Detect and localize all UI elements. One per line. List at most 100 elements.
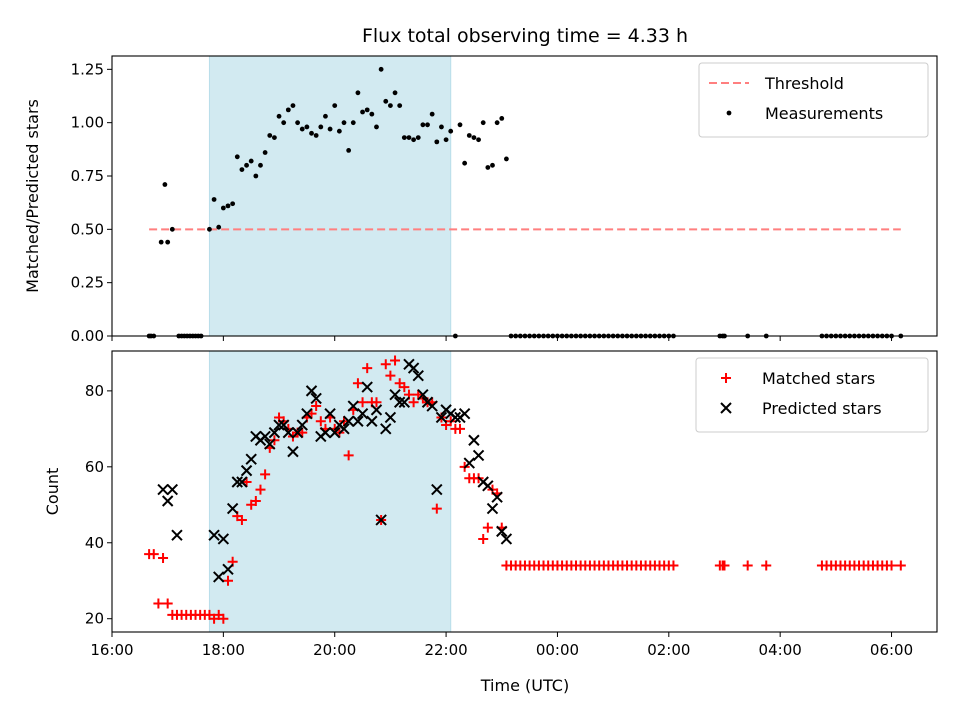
matched-star-point xyxy=(343,450,354,461)
x-tick-label: 06:00 xyxy=(870,641,913,659)
measurement-point xyxy=(480,120,486,126)
matched-star-point xyxy=(148,549,159,560)
matched-star-point xyxy=(315,416,326,427)
measurement-point xyxy=(244,162,249,168)
measurement-point xyxy=(401,135,407,141)
measurement-point xyxy=(332,103,338,108)
predicted-star-point xyxy=(342,415,355,427)
bottom-panel: 20 40 60 80 16:00 18:00 20:00 22:00 00:00 02:00 04… xyxy=(43,350,938,659)
measurement-point xyxy=(494,120,500,126)
matched-star-point xyxy=(162,598,173,609)
predicted-star-point xyxy=(273,419,285,431)
matched-star-point xyxy=(742,560,753,571)
predicted-star-point xyxy=(380,423,392,435)
measurement-point xyxy=(350,120,356,126)
measurement-point xyxy=(383,98,389,104)
matched-star-point xyxy=(250,495,261,506)
measurement-point xyxy=(457,122,463,128)
measurement-point xyxy=(262,150,268,155)
measurement-point xyxy=(295,120,301,126)
predicted-star-point xyxy=(282,426,295,439)
predicted-star-point xyxy=(296,419,308,431)
matched-star-point xyxy=(408,397,419,408)
measurement-point xyxy=(415,135,421,141)
y-tick-label: 40 xyxy=(85,534,104,552)
measurement-point xyxy=(369,111,375,117)
x-tick-label: 22:00 xyxy=(424,641,467,659)
predicted-star-point xyxy=(393,396,406,408)
predicted-star-point xyxy=(435,411,448,424)
measurement-point xyxy=(216,224,222,230)
predicted-star-point xyxy=(222,563,234,576)
measurement-point xyxy=(248,158,254,164)
predicted-star-point xyxy=(166,483,179,496)
measurement-point xyxy=(434,139,440,145)
predicted-star-point xyxy=(431,483,443,496)
y-tick-label: 0.25 xyxy=(71,274,104,292)
matched-star-point xyxy=(455,423,466,434)
measurement-point xyxy=(309,130,314,136)
measurement-point xyxy=(158,239,164,245)
predicted-star-point xyxy=(259,430,271,443)
legend-box xyxy=(698,62,929,138)
matched-star-point xyxy=(399,382,410,393)
predicted-star-point xyxy=(157,483,169,496)
matched-star-point xyxy=(390,355,401,366)
predicted-star-point xyxy=(217,533,230,545)
predicted-star-point xyxy=(417,388,429,401)
predicted-star-point xyxy=(236,476,248,488)
measurement-point xyxy=(406,135,412,141)
predicted-star-point xyxy=(208,529,220,541)
measurement-point xyxy=(169,226,175,232)
matched-star-point xyxy=(357,397,368,408)
measurement-point xyxy=(211,197,217,202)
predicted-star-point xyxy=(482,480,494,492)
measurement-point xyxy=(411,137,417,143)
y-tick-label: 1.00 xyxy=(71,114,104,132)
measurement-point xyxy=(239,167,245,173)
measurement-point xyxy=(313,133,319,138)
matched-star-point xyxy=(255,484,266,495)
measurement-point xyxy=(323,113,328,119)
y-tick-label: 60 xyxy=(85,458,104,476)
measurement-point xyxy=(346,148,352,153)
measurement-point xyxy=(327,126,333,132)
measurement-point xyxy=(276,113,282,119)
measurement-point xyxy=(374,124,379,130)
measurement-point xyxy=(267,133,273,138)
matched-star-point xyxy=(380,359,391,370)
matched-star-point xyxy=(385,370,396,381)
x-tick-label: 20:00 xyxy=(313,641,356,659)
measurement-point xyxy=(272,135,277,141)
matched-star-point xyxy=(260,469,271,480)
matched-star-point xyxy=(482,522,493,533)
predicted-star-point xyxy=(287,445,299,458)
y-tick-label: 0.75 xyxy=(71,167,104,185)
matched-star-point xyxy=(158,552,169,563)
matched-star-point xyxy=(371,397,382,408)
x-tick-label: 02:00 xyxy=(647,641,690,659)
legend-measurement-swatch xyxy=(726,110,732,116)
measurement-point xyxy=(504,156,509,162)
matched-star-point xyxy=(431,503,442,514)
legend-label: Measurements xyxy=(765,104,883,123)
predicted-star-point xyxy=(352,415,364,427)
measurement-point xyxy=(448,128,454,134)
plot-frame xyxy=(111,55,938,337)
predicted-star-point xyxy=(324,407,336,420)
x-tick-label: 04:00 xyxy=(759,641,802,659)
predicted-star-point xyxy=(412,369,424,382)
y-tick-label: 20 xyxy=(85,610,104,628)
measurement-point xyxy=(360,109,365,115)
measurement-point xyxy=(466,133,472,138)
predicted-star-point xyxy=(231,476,243,488)
x-tick-label: 00:00 xyxy=(536,641,579,659)
y-tick-label: 1.25 xyxy=(71,60,104,78)
legend-label: Predicted stars xyxy=(762,399,882,418)
measurement-point xyxy=(490,162,495,168)
predicted-star-point xyxy=(161,495,174,507)
measurement-point xyxy=(165,239,171,245)
matched-star-point xyxy=(362,363,373,374)
measurement-point xyxy=(439,124,444,130)
legend: Matched stars Predicted stars xyxy=(695,357,929,433)
